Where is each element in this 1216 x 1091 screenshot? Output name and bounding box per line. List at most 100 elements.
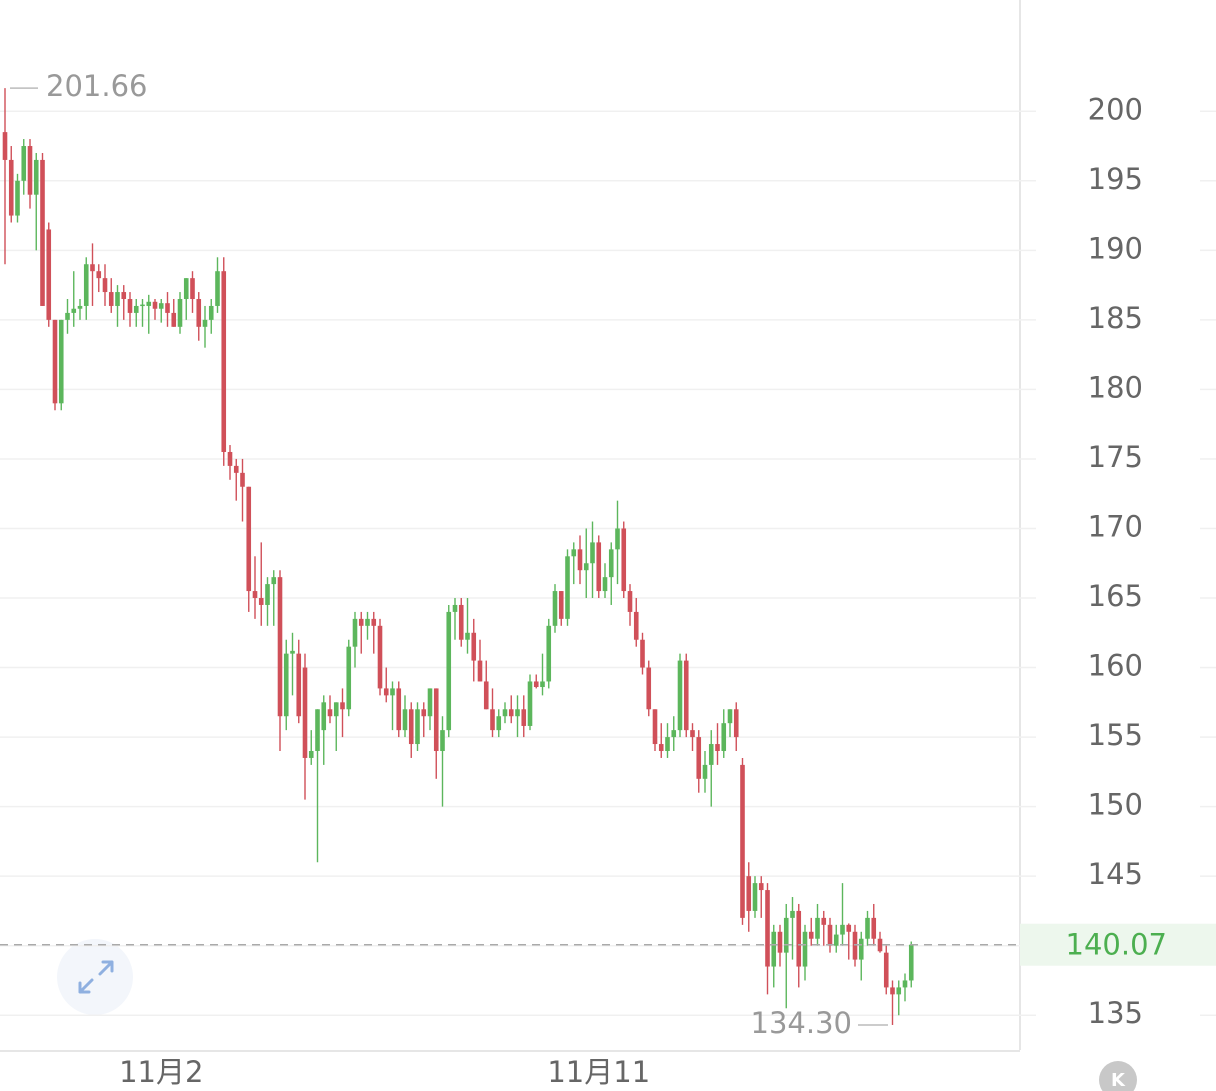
- candle-body: [821, 917, 827, 925]
- candle-body: [215, 271, 220, 306]
- y-tick-label: 200: [1088, 92, 1143, 126]
- candle-body: [383, 688, 389, 696]
- candle-body: [296, 653, 302, 717]
- candle-body: [658, 744, 664, 751]
- candle-body: [565, 556, 570, 619]
- candle-body: [452, 604, 458, 612]
- candle-body: [290, 650, 295, 654]
- x-tick-label: 11月2: [119, 1055, 203, 1089]
- y-tick-label: 190: [1088, 231, 1143, 265]
- candle-body: [802, 931, 808, 967]
- candle-body: [302, 667, 308, 758]
- candle-body: [690, 730, 695, 738]
- last-price-label: 140.07: [1066, 928, 1167, 962]
- candle-body: [352, 618, 358, 647]
- candle-body: [427, 688, 433, 717]
- candle-body: [633, 611, 639, 640]
- candle-body: [783, 917, 789, 953]
- candle-body: [277, 577, 283, 717]
- candle-body: [440, 730, 445, 751]
- candle-body: [183, 278, 189, 300]
- candle-body: [177, 299, 183, 327]
- candle-body: [683, 660, 689, 731]
- candle-body: [233, 465, 239, 473]
- candle-body: [721, 723, 727, 751]
- candle-body: [896, 987, 902, 995]
- candle-body: [171, 312, 177, 327]
- candle-body: [527, 681, 533, 726]
- y-tick-label: 135: [1088, 996, 1143, 1030]
- candle-body: [752, 883, 758, 911]
- candle-body: [865, 917, 870, 939]
- candle-body: [121, 292, 127, 300]
- candle-body: [152, 301, 158, 309]
- candle-body: [96, 271, 102, 279]
- k-button-bg: [1099, 1061, 1137, 1091]
- candle-body: [877, 938, 883, 952]
- candle-body: [58, 319, 64, 404]
- k-button[interactable]: K: [1099, 1061, 1137, 1091]
- candle-body: [871, 917, 877, 939]
- candle-body: [596, 542, 602, 592]
- candle-body: [65, 312, 70, 320]
- candle-body: [777, 931, 783, 953]
- candle-body: [733, 709, 739, 738]
- candle-body: [552, 591, 558, 626]
- candle-body: [190, 278, 195, 300]
- candle-body: [533, 681, 539, 688]
- candle-body: [52, 319, 58, 404]
- candle-body: [308, 750, 314, 758]
- candle-body: [102, 278, 108, 293]
- candle-body: [583, 563, 589, 571]
- y-tick-label: 180: [1088, 370, 1143, 404]
- candle-body: [833, 934, 839, 946]
- candle-body: [715, 744, 720, 751]
- y-tick-label: 195: [1088, 162, 1143, 196]
- candle-body: [46, 229, 52, 320]
- candle-body: [340, 702, 345, 710]
- min-label: 134.30: [751, 1006, 852, 1040]
- candle-body: [115, 292, 120, 306]
- candle-body: [790, 910, 795, 918]
- candle-body: [602, 577, 608, 592]
- candle-body: [333, 702, 339, 717]
- expand-button[interactable]: [57, 939, 133, 1015]
- candle-body: [665, 737, 670, 751]
- candle-body: [77, 305, 83, 309]
- candle-body: [852, 931, 858, 960]
- candle-body: [758, 883, 764, 891]
- candle-body: [902, 980, 908, 988]
- candle-body: [327, 709, 333, 717]
- candle-body: [727, 709, 733, 724]
- candle-body: [83, 264, 89, 306]
- expand-icon: [78, 960, 114, 994]
- candle-body: [471, 632, 477, 661]
- candle-body: [108, 292, 114, 306]
- candle-body: [365, 618, 370, 626]
- candle-body: [2, 132, 8, 160]
- y-tick-label: 145: [1088, 857, 1143, 891]
- candle-body: [708, 744, 714, 765]
- y-tick-label: 165: [1088, 579, 1143, 613]
- candle-body: [208, 305, 214, 320]
- max-label: 201.66: [46, 69, 147, 103]
- y-tick-label: 175: [1088, 440, 1143, 474]
- candle-body: [696, 737, 702, 779]
- candle-body: [540, 681, 545, 688]
- y-tick-label: 185: [1088, 301, 1143, 335]
- candle-body: [502, 709, 508, 717]
- candle-body: [390, 688, 395, 696]
- candle-body: [358, 618, 364, 626]
- candle-body: [283, 653, 289, 717]
- candle-body: [652, 709, 658, 745]
- candle-body: [133, 305, 139, 313]
- candle-body: [71, 308, 77, 313]
- candle-body: [252, 591, 258, 599]
- expand-bg: [57, 939, 133, 1015]
- candle-body: [271, 577, 277, 585]
- last-price-box: [1020, 923, 1216, 966]
- y-tick-label: 150: [1088, 788, 1143, 822]
- candle-body: [415, 709, 420, 745]
- candle-body: [158, 303, 164, 309]
